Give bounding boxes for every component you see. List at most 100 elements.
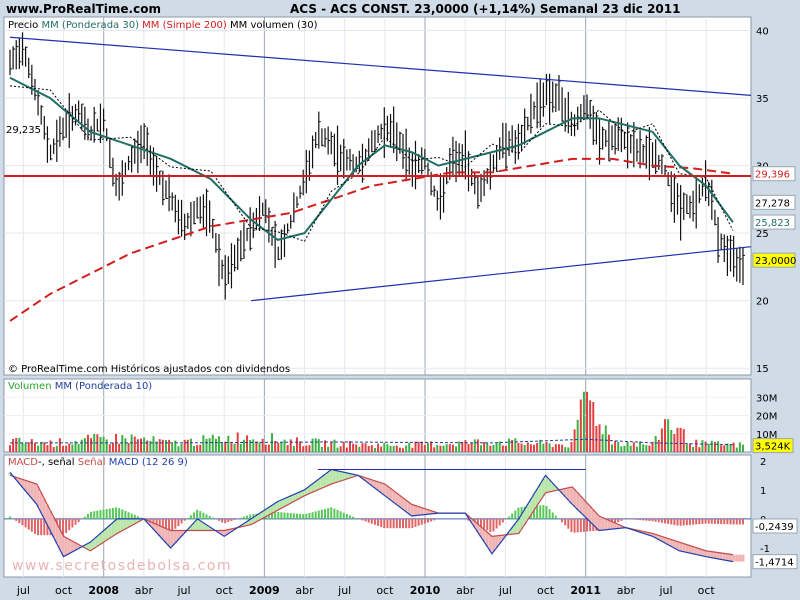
macd-hist-bar [62,518,65,536]
volume-bar [230,443,233,452]
price-footer: © ProRealTime.com Históricos ajustados c… [8,363,290,375]
volume-bar [520,443,523,452]
volume-bar [364,443,367,452]
volume-bar [548,443,551,452]
volume-bar [314,438,317,452]
macd-hist-bar [551,512,554,519]
volume-bar [118,443,121,452]
volume-bars [9,391,744,452]
volume-bar [121,435,124,452]
macd-hist-bar [405,518,408,529]
volume-bar [598,424,601,452]
macd-hist-bar [27,518,30,530]
volume-bar [171,443,174,452]
volume-bar [551,447,554,452]
macd-hist-bar [271,512,274,519]
macd-hist-bar [586,518,589,532]
volume-bar [43,442,46,452]
volume-bar [90,438,93,452]
macd-hist-bar [420,518,423,525]
volume-bar [189,438,192,452]
volume-bar [458,441,461,452]
macd-hist-bar [398,518,401,529]
macd-hist-bar [495,518,498,529]
volume-bar [289,439,292,452]
macd-hist-bar [140,517,143,519]
macd-hist-bar [108,508,111,519]
volume-bar [161,439,164,452]
volume-bar [186,439,189,452]
x-tick-label: jul [498,584,512,597]
macd-hist-bar [536,505,539,519]
volume-bar [168,439,171,452]
x-tick-label: jul [658,584,672,597]
macd-hist-bar [277,511,280,519]
macd-hist-bar [177,518,180,527]
macd-hist-bar [283,512,286,519]
price-panel[interactable] [3,16,752,376]
macd-hist-bar [327,508,330,519]
volume-bar [511,439,514,452]
volume-bar [317,439,320,452]
x-tick-label: abr [617,584,636,597]
macd-hist-bar [324,508,327,519]
macd-hist-bar [685,518,688,526]
volume-bar [277,442,280,452]
macd-hist-bar [426,518,429,523]
macd-hist-bar [589,518,592,532]
volume-bar [573,429,576,452]
volume-bar [470,442,473,452]
macd-hist-bar [348,515,351,519]
volume-bar [27,442,30,452]
macd-hist-bar [24,518,27,528]
macd-hist-bar [735,518,738,525]
volume-bar [639,441,642,452]
support-trendline [250,246,752,302]
volume-bar [473,439,476,452]
macd-hist-bar [115,507,118,519]
macd-hist-bar [246,515,249,519]
volume-bar [177,446,180,452]
volume-bar [65,445,68,452]
volume-bar [704,441,707,452]
macd-hist-bar [701,518,704,524]
macd-hist-bar [230,518,233,522]
volume-bar [86,434,89,452]
macd-hist-bar [386,518,389,529]
volume-bar [651,441,654,452]
volume-bar [529,444,532,452]
site-name[interactable]: www.ProRealTime.com [6,2,161,16]
volume-bar [430,441,433,452]
y-tick-label: 20 [756,297,769,308]
volume-bar [336,447,339,452]
volume-bar [370,445,373,452]
volume-bar [554,444,557,452]
volume-bar [183,439,186,452]
macd-hist-bar [695,518,698,525]
mm-volumen-line [9,85,734,242]
macd-hist-bar [102,509,105,519]
volume-bar [629,445,632,452]
volume-bar [411,447,414,452]
macd-hist-bar [205,514,208,519]
resistance-trendline [9,36,752,96]
macd-hist-bar [289,513,292,519]
volume-bar [377,443,380,452]
macd-hist-bar [314,511,317,519]
volume-bar [729,444,732,452]
volume-bar [155,441,158,452]
macd-hist-bar [336,509,339,519]
volume-bar [508,438,511,452]
macd-hist-bar [295,513,298,519]
macd-hist-bar [392,518,395,529]
volume-bar [595,425,598,452]
volume-bar [233,443,236,452]
y-tick-label: 25 [756,229,769,240]
macd-hist-bar [227,518,230,523]
volume-bar [710,440,713,452]
macd-value-tag [752,554,798,570]
macd-legend: MACD-, señal Señal MACD (12 26 9) [8,457,188,468]
volume-bar [373,447,376,452]
macd-hist-bar [239,517,242,519]
